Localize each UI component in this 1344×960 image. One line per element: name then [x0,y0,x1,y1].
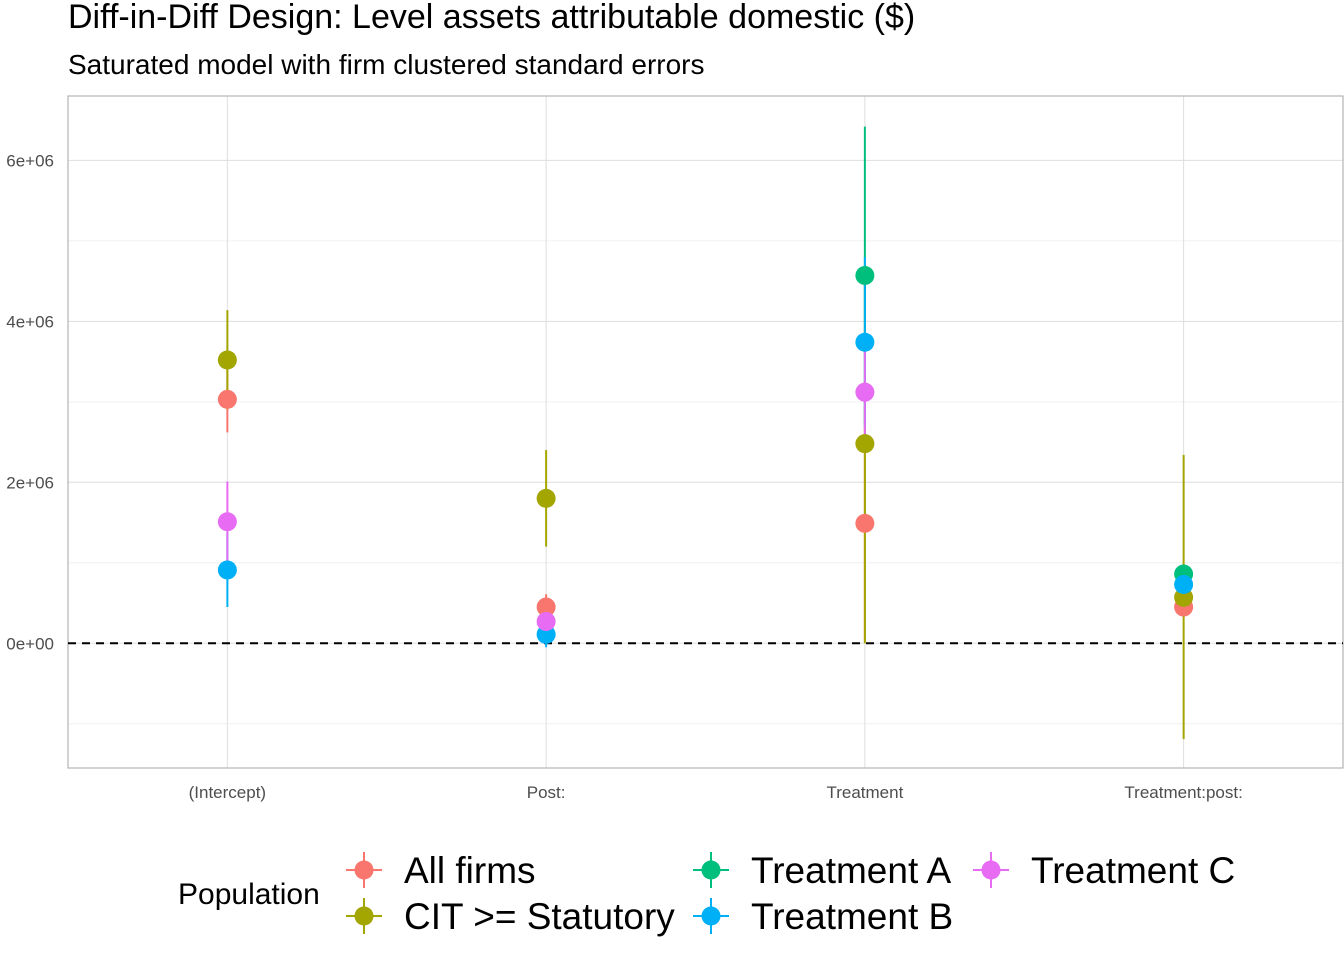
legend-key-point [354,906,374,926]
estimate-point [1174,575,1194,595]
legend-label: CIT >= Statutory [404,896,675,937]
estimate-point [855,332,875,352]
legend-label: Treatment B [751,896,953,937]
x-tick-label: Post: [527,783,566,802]
legend-key-point [701,906,721,926]
legend-label: All firms [404,850,536,891]
estimate-point [217,350,237,370]
estimate-point [855,265,875,285]
legend-key-point [701,860,721,880]
estimate-point [855,513,875,533]
estimate-point [536,597,556,617]
estimate-point [217,389,237,409]
y-tick-label: 0e+00 [6,634,54,653]
y-tick-label: 4e+06 [6,312,54,331]
legend-key-point [981,860,1001,880]
marks-layer [68,126,1343,740]
legend-label: Treatment C [1031,850,1235,891]
x-tick-label: Treatment [826,783,903,802]
panel-background [68,96,1343,768]
axis-layer: 0e+00 2e+06 4e+06 6e+06 (Intercept) Post: Trea… [6,95,1344,802]
estimate-point [855,434,875,454]
estimate-point [217,560,237,580]
legend-item: Treatment B [693,896,953,937]
x-tick-label: Treatment:post: [1124,783,1242,802]
estimate-point [855,382,875,402]
legend: Population All firms CIT >= Statutory Trea… [178,850,1235,937]
y-tick-label: 2e+06 [6,473,54,492]
estimate-point [217,512,237,532]
chart-title: Diff-in-Diff Design: Level assets attrib… [68,0,915,36]
legend-item: Treatment C [973,850,1235,891]
x-tick-label: (Intercept) [189,783,266,802]
estimate-point [536,612,556,632]
legend-item: CIT >= Statutory [346,896,675,937]
chart-subtitle: Saturated model with firm clustered stan… [68,49,705,80]
grid-layer [68,96,1343,768]
legend-key-point [354,860,374,880]
legend-title: Population [178,878,320,911]
panel-border [67,95,1344,769]
legend-item: Treatment A [693,850,951,891]
estimate-point [536,488,556,508]
legend-item: All firms [346,850,536,891]
y-tick-label: 6e+06 [6,151,54,170]
legend-label: Treatment A [751,850,951,891]
